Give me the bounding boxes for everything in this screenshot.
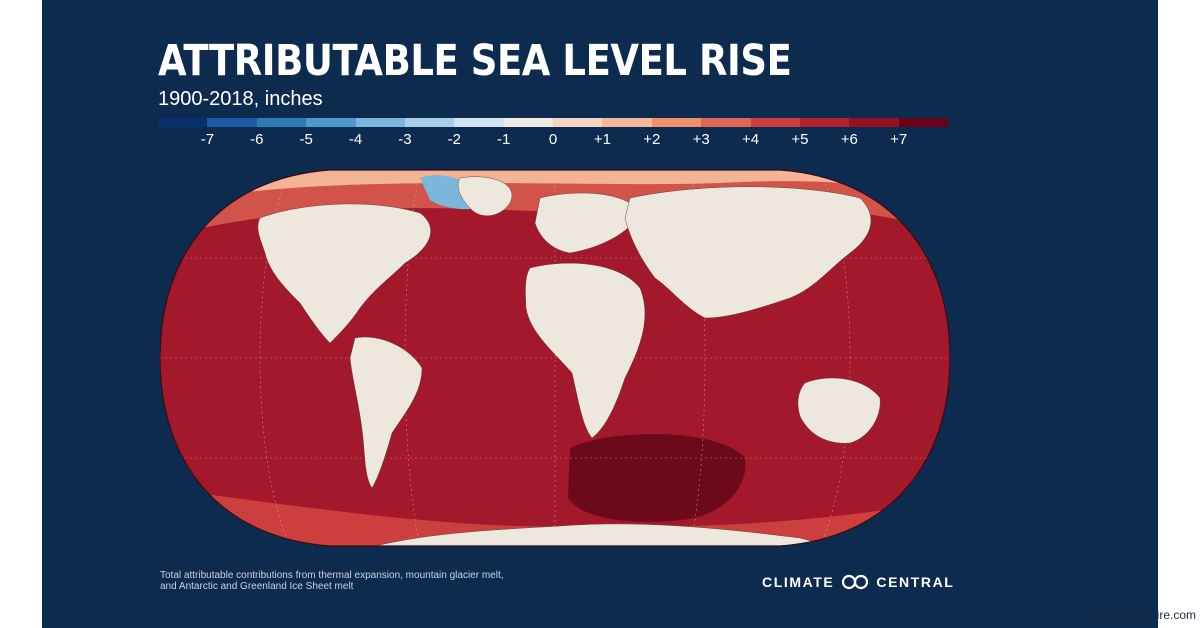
color-swatch [849, 118, 899, 127]
footnote-line-2: and Antarctic and Greenland Ice Sheet me… [160, 581, 354, 592]
color-swatch [799, 118, 850, 127]
color-swatch [158, 118, 208, 127]
color-scale-bar [158, 118, 948, 127]
world-map [160, 169, 950, 547]
deep-anomaly-zone [568, 434, 746, 522]
brand-logo: CLIMATE CENTRAL [762, 574, 954, 590]
scale-tick-label: +1 [593, 131, 611, 148]
color-swatch [454, 118, 504, 127]
scale-tick-label: 0 [548, 131, 558, 148]
color-swatch [306, 118, 356, 127]
scale-tick-label: -7 [200, 131, 215, 148]
color-swatch [207, 118, 257, 127]
landmasses [257, 176, 881, 546]
scale-tick-label: -4 [348, 131, 363, 148]
color-swatch [602, 118, 652, 127]
arctic-band-lighter [160, 170, 950, 198]
color-swatch [553, 118, 603, 127]
scale-tick-label: +6 [840, 131, 858, 148]
color-swatch [651, 118, 702, 127]
brand-word-right: CENTRAL [876, 574, 955, 590]
color-swatch [701, 118, 751, 127]
source-credit[interactable]: www.prnewswire.com [1080, 608, 1196, 622]
asia [624, 186, 871, 319]
scale-tick-label: -6 [250, 131, 264, 148]
africa [525, 262, 646, 439]
infinity-loop-icon [842, 574, 869, 590]
color-swatch [750, 118, 800, 127]
color-swatch [898, 118, 948, 127]
color-swatch [503, 118, 553, 127]
europe [534, 192, 641, 254]
brand-word-left: CLIMATE [762, 574, 835, 590]
north-america [257, 203, 431, 344]
page-title: ATTRIBUTABLE SEA LEVEL RISE [158, 36, 792, 86]
scale-tick-label: -1 [496, 131, 511, 148]
footnote-line-1: Total attributable contributions from th… [160, 570, 504, 581]
scale-tick-label: +3 [692, 131, 710, 148]
color-scale-legend: -7 -6 -5 -4 -3 -2 -1 0 +1 +2 +3 +4 +5 +6 +7 [158, 118, 948, 158]
scale-tick-label: -5 [299, 131, 313, 148]
page-subtitle: 1900-2018, inches [158, 88, 323, 110]
scale-tick-label: +4 [741, 131, 760, 148]
globe-outline [160, 169, 950, 547]
scale-tick-label: -2 [447, 131, 461, 148]
color-swatch [256, 118, 307, 127]
scale-tick-label: +2 [643, 131, 661, 148]
scale-tick-label: -3 [398, 131, 412, 148]
south-america [349, 336, 423, 489]
color-swatch [404, 118, 455, 127]
color-swatch [355, 118, 405, 127]
footnote: Total attributable contributions from th… [160, 570, 600, 592]
scale-tick-label: +5 [791, 131, 809, 148]
australia [797, 377, 881, 444]
greenland [457, 176, 513, 216]
scale-tick-label: +7 [890, 131, 908, 148]
